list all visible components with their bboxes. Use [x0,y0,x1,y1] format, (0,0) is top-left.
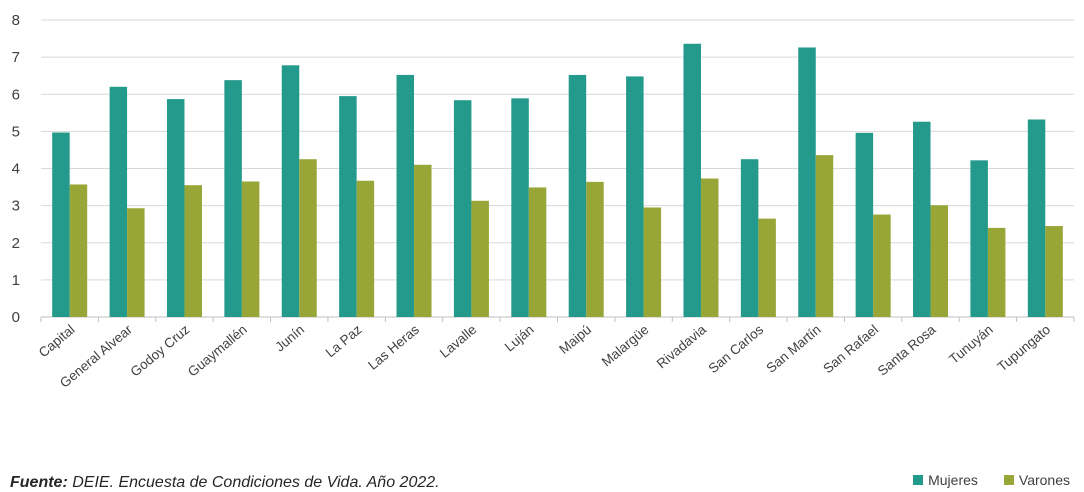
bar-mujeres [166,99,185,317]
gridlines [41,19,1074,318]
legend-swatch-mujeres [913,475,924,485]
bar-varones [241,181,260,317]
y-tick-label: 1 [12,272,20,289]
bar-varones [815,155,834,317]
bar-mujeres [281,65,300,317]
x-tick-label: Capital [36,322,78,361]
bar-varones [758,218,776,317]
bar-mujeres [511,98,529,318]
legend-label-mujeres: Mujeres [928,472,978,488]
bar-varones [356,180,375,317]
bar-mujeres [855,132,874,317]
bar-mujeres [970,160,988,317]
bar-mujeres [52,132,70,317]
bar-mujeres [109,86,128,317]
bar-varones [873,214,891,317]
x-tick-label: La Paz [323,322,365,361]
y-tick-label: 8 [12,12,20,29]
bar-varones [528,187,547,317]
bar-varones [643,207,662,317]
source-label: Fuente: [10,474,68,491]
x-tick-label: San Martín [763,322,823,376]
source-note: Fuente: DEIE. Encuesta de Condiciones de… [10,474,440,492]
x-tick-label: Rivadavia [654,321,709,371]
bar-varones [1045,226,1063,317]
y-tick-label: 0 [12,309,20,326]
y-tick-label: 2 [12,235,20,252]
y-tick-label: 4 [12,161,20,178]
x-tick-label: Tupungato [995,322,1054,375]
bar-varones [700,178,719,317]
bar-mujeres [453,100,472,317]
x-tick-label: San Rafael [820,322,881,376]
bar-mujeres [683,43,701,317]
x-tick-label: San Carlos [705,322,766,377]
y-tick-label: 5 [12,123,20,140]
legend-swatch-varones [1003,475,1014,485]
legend-item-varones: Varones [1003,472,1070,488]
bar-mujeres [913,121,931,317]
x-tick-label: Godoy Cruz [128,322,193,380]
bar-mujeres [740,159,759,317]
bar-mujeres [224,80,242,317]
y-tick-label: 6 [12,86,20,103]
bar-mujeres [339,96,357,317]
bar-varones [987,227,1006,317]
legend-label-varones: Varones [1018,472,1070,488]
x-tick-label: Las Heras [365,322,422,373]
bars [52,43,1063,318]
bar-varones [930,205,949,317]
bar-varones [69,184,88,317]
y-tick-label: 7 [12,49,20,66]
bar-mujeres [568,74,587,317]
bar-varones [471,200,489,317]
legend-item-mujeres: Mujeres [913,472,978,488]
bar-varones [414,164,432,317]
bar-varones [184,185,202,317]
x-tick-label: Malargüe [599,322,652,370]
y-tick-label: 3 [12,198,20,215]
x-tick-label: Luján [502,322,537,355]
bar-mujeres [1027,119,1046,318]
x-tick-label: Maipú [556,322,594,357]
bar-mujeres [626,76,644,318]
x-tick-label: Guaymallén [185,322,250,380]
source-text: DEIE. Encuesta de Condiciones de Vida. A… [67,474,440,491]
x-tick-label: Tunuyán [946,322,996,367]
x-tick-label: Lavalle [437,322,479,361]
x-tick-label: Junín [272,322,307,355]
bar-varones [299,159,317,317]
legend: Mujeres Varones [913,472,1070,488]
bar-mujeres [396,74,415,317]
x-tick-label: Santa Rosa [875,321,939,378]
y-axis: 0 1 2 3 4 5 6 7 8 [12,12,20,326]
bar-mujeres [798,47,816,317]
bar-varones [127,208,145,317]
bar-varones [586,181,604,317]
